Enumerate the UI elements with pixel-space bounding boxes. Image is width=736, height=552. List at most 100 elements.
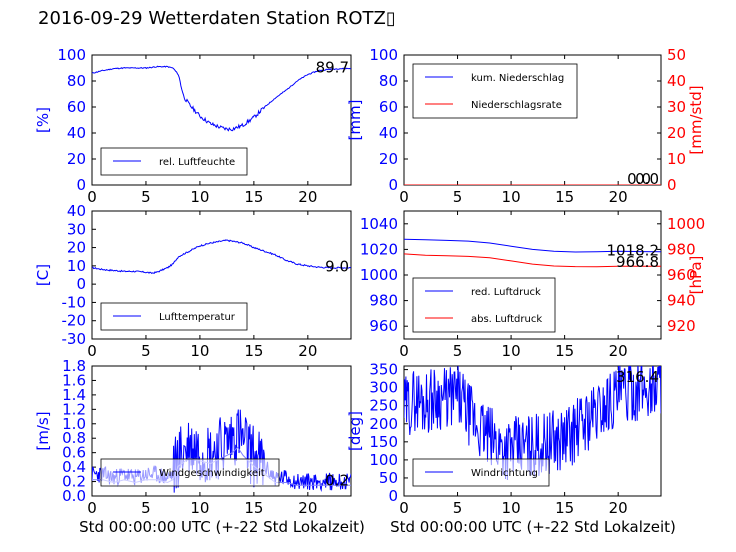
y-tick-label: 0: [76, 176, 86, 194]
series-line-1: [404, 366, 661, 481]
last-value-label: 89.7: [316, 58, 349, 76]
series-line-1: [404, 238, 661, 253]
y-right-tick-label: 0: [667, 176, 677, 194]
x-tick-label: 10: [190, 188, 209, 206]
x-tick-label: 5: [141, 499, 151, 517]
x-tick-label: 15: [555, 342, 574, 360]
y-tick-label: -30: [62, 330, 87, 348]
y-axis-label: [%]: [34, 107, 52, 133]
x-tick-label: 15: [244, 188, 263, 206]
x-tick-label: 0: [399, 499, 409, 517]
x-axis-label: Std 00:00:00 UTC (+-22 Std Lokalzeit): [79, 518, 365, 536]
y-right-axis-label: [mm/std]: [687, 85, 705, 154]
x-tick-label: 15: [555, 499, 574, 517]
y-tick-label: 80: [379, 72, 398, 90]
series-line-1: [92, 239, 351, 275]
y-right-tick-label: 920: [667, 317, 696, 335]
last-value-label: 0.0: [635, 170, 659, 188]
y-tick-label: 30: [67, 220, 86, 238]
x-axis-label: Std 00:00:00 UTC (+-22 Std Lokalzeit): [390, 518, 676, 536]
y-right-tick-label: 40: [667, 72, 686, 90]
y-tick-label: 0.6: [62, 444, 86, 462]
x-tick-label: 10: [502, 188, 521, 206]
series-line-2: [404, 253, 661, 268]
series-line-1: [92, 65, 351, 132]
y-tick-label: 40: [67, 124, 86, 142]
y-tick-label: 1.8: [62, 357, 86, 375]
y-tick-label: 0.4: [62, 458, 86, 476]
y-tick-label: 1.4: [62, 386, 86, 404]
x-tick-label: 5: [453, 499, 463, 517]
legend-label: abs. Luftdruck: [471, 314, 542, 325]
y-tick-label: 150: [369, 433, 398, 451]
x-tick-label: 20: [609, 188, 628, 206]
x-tick-label: 10: [502, 499, 521, 517]
last-value-label: 0.2: [325, 472, 349, 490]
y-tick-label: 50: [379, 469, 398, 487]
x-tick-label: 20: [298, 188, 317, 206]
last-value-label: 316.4: [616, 368, 659, 386]
y-right-tick-label: 30: [667, 98, 686, 116]
y-tick-label: 0.8: [62, 429, 86, 447]
x-tick-label: 10: [190, 342, 209, 360]
y-tick-label: 20: [67, 239, 86, 257]
x-tick-label: 5: [141, 188, 151, 206]
y-tick-label: 350: [369, 361, 398, 379]
y-tick-label: 0: [76, 275, 86, 293]
y-tick-label: 250: [369, 397, 398, 415]
y-axis-label: [mm]: [346, 100, 364, 141]
x-tick-label: 5: [453, 188, 463, 206]
x-tick-label: 15: [555, 188, 574, 206]
y-tick-label: 40: [67, 202, 86, 220]
y-right-axis-label: [hPa]: [687, 256, 705, 295]
y-tick-label: 0.2: [62, 473, 86, 491]
y-tick-label: 300: [369, 379, 398, 397]
y-tick-label: 0.0: [62, 487, 86, 505]
legend-label: Niederschlagsrate: [471, 100, 562, 111]
y-right-tick-label: 960: [667, 266, 696, 284]
y-tick-label: 1000: [360, 266, 398, 284]
y-right-tick-label: 1000: [667, 215, 705, 233]
legend-label: kum. Niederschlag: [471, 73, 564, 84]
y-tick-label: 40: [379, 124, 398, 142]
x-tick-label: 0: [399, 188, 409, 206]
y-tick-label: 100: [369, 46, 398, 64]
y-tick-label: 1.0: [62, 415, 86, 433]
y-tick-label: 20: [379, 150, 398, 168]
chart-title: 2016-09-29 Wetterdaten Station ROTZ▯: [38, 8, 396, 29]
x-tick-label: 10: [190, 499, 209, 517]
x-tick-label: 20: [298, 499, 317, 517]
y-tick-label: 980: [369, 292, 398, 310]
x-tick-label: 0: [87, 342, 97, 360]
last-value-label: 9.0: [325, 258, 349, 276]
y-tick-label: -20: [62, 312, 87, 330]
y-tick-label: 0: [388, 487, 398, 505]
y-tick-label: 100: [57, 46, 86, 64]
legend-label: Windgeschwindigkeit: [159, 468, 265, 479]
y-tick-label: 1040: [360, 215, 398, 233]
y-right-tick-label: 20: [667, 124, 686, 142]
y-tick-label: 0: [388, 176, 398, 194]
y-axis-label: [deg]: [346, 411, 364, 451]
y-right-tick-label: 50: [667, 46, 686, 64]
y-tick-label: 1020: [360, 240, 398, 258]
legend-box: [412, 277, 556, 333]
y-tick-label: 1.2: [62, 400, 86, 418]
x-tick-label: 0: [87, 499, 97, 517]
y-right-tick-label: 980: [667, 240, 696, 258]
legend-box: [412, 63, 578, 119]
x-tick-label: 5: [141, 342, 151, 360]
y-tick-label: 200: [369, 415, 398, 433]
last-value-label: 966.8: [616, 253, 659, 271]
y-tick-label: 10: [67, 257, 86, 275]
x-tick-label: 15: [244, 499, 263, 517]
last-value-label: 1018.2: [607, 242, 660, 260]
y-tick-label: 20: [67, 150, 86, 168]
y-tick-label: 1.6: [62, 371, 86, 389]
y-axis-label: [m/s]: [34, 411, 52, 450]
legend-label: Lufttemperatur: [159, 312, 236, 323]
x-tick-label: 20: [298, 342, 317, 360]
legend-label: Windrichtung: [471, 468, 538, 479]
y-right-tick-label: 940: [667, 292, 696, 310]
